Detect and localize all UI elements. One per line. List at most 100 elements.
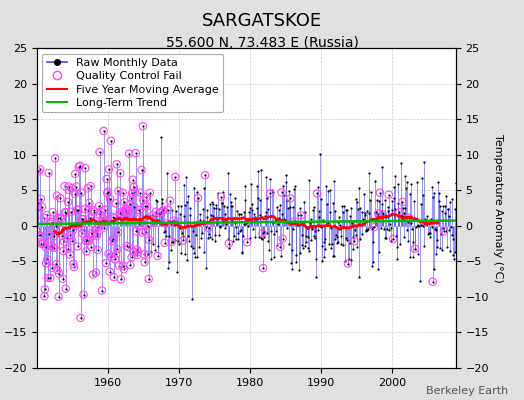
Point bbox=[405, 214, 413, 221]
Point bbox=[83, 185, 92, 192]
Point bbox=[91, 218, 99, 224]
Point bbox=[429, 278, 437, 285]
Point bbox=[173, 218, 181, 224]
Point bbox=[36, 166, 45, 172]
Point bbox=[141, 228, 150, 235]
Point bbox=[340, 218, 348, 224]
Point bbox=[431, 226, 439, 233]
Point bbox=[237, 249, 246, 256]
Point bbox=[53, 267, 62, 273]
Point bbox=[369, 259, 378, 265]
Point bbox=[90, 208, 99, 215]
Point bbox=[147, 217, 156, 223]
Point bbox=[256, 212, 265, 219]
Point bbox=[41, 244, 50, 250]
Point bbox=[93, 230, 101, 236]
Point bbox=[286, 195, 294, 202]
Point bbox=[87, 244, 95, 250]
Point bbox=[222, 216, 231, 222]
Point bbox=[39, 240, 47, 247]
Point bbox=[261, 209, 270, 215]
Point bbox=[33, 229, 41, 235]
Point bbox=[106, 196, 114, 202]
Point bbox=[376, 190, 384, 196]
Point bbox=[194, 195, 202, 201]
Point bbox=[327, 225, 335, 232]
Point bbox=[112, 251, 121, 257]
Point bbox=[105, 268, 114, 275]
Point bbox=[73, 243, 82, 250]
Point bbox=[50, 233, 58, 240]
Point bbox=[246, 181, 255, 188]
Point bbox=[215, 206, 223, 212]
Point bbox=[65, 187, 73, 193]
Point bbox=[96, 208, 105, 214]
Point bbox=[293, 221, 301, 228]
Point bbox=[139, 123, 147, 130]
Point bbox=[339, 208, 347, 215]
Point bbox=[219, 218, 227, 224]
Point bbox=[143, 203, 151, 210]
Point bbox=[446, 199, 455, 205]
Point bbox=[225, 240, 233, 247]
Point bbox=[351, 227, 359, 234]
Point bbox=[94, 224, 103, 230]
Point bbox=[307, 216, 315, 223]
Point bbox=[277, 253, 285, 260]
Point bbox=[385, 227, 394, 233]
Point bbox=[76, 162, 84, 169]
Point bbox=[380, 234, 389, 241]
Point bbox=[171, 237, 179, 244]
Point bbox=[304, 234, 312, 240]
Point bbox=[292, 259, 301, 265]
Point bbox=[426, 234, 434, 240]
Point bbox=[385, 192, 393, 198]
Point bbox=[50, 233, 58, 240]
Point bbox=[93, 230, 101, 236]
Point bbox=[129, 249, 137, 255]
Point bbox=[345, 218, 353, 224]
Point bbox=[221, 225, 229, 232]
Point bbox=[341, 207, 350, 214]
Point bbox=[388, 198, 397, 204]
Point bbox=[374, 210, 383, 217]
Point bbox=[395, 216, 403, 223]
Point bbox=[400, 233, 408, 240]
Point bbox=[49, 244, 58, 251]
Point bbox=[177, 203, 185, 209]
Point bbox=[123, 243, 131, 249]
Point bbox=[452, 180, 460, 186]
Point bbox=[59, 276, 67, 282]
Point bbox=[139, 197, 148, 204]
Point bbox=[332, 234, 341, 240]
Point bbox=[125, 150, 133, 157]
Point bbox=[37, 196, 45, 202]
Point bbox=[424, 230, 433, 236]
Point bbox=[130, 184, 138, 190]
Point bbox=[261, 213, 269, 220]
Point bbox=[433, 236, 441, 243]
Point bbox=[385, 192, 393, 198]
Point bbox=[135, 222, 143, 228]
Point bbox=[264, 206, 272, 212]
Point bbox=[73, 207, 81, 213]
Point bbox=[191, 232, 200, 238]
Point bbox=[257, 235, 266, 241]
Point bbox=[410, 197, 418, 204]
Point bbox=[162, 220, 171, 227]
Point bbox=[95, 203, 103, 209]
Point bbox=[329, 252, 337, 259]
Point bbox=[209, 201, 217, 207]
Point bbox=[37, 240, 46, 247]
Point bbox=[439, 225, 447, 231]
Point bbox=[347, 257, 356, 263]
Point bbox=[49, 209, 57, 216]
Point bbox=[69, 227, 77, 234]
Point bbox=[243, 239, 252, 246]
Point bbox=[175, 240, 183, 247]
Point bbox=[253, 183, 261, 190]
Point bbox=[264, 237, 272, 244]
Point bbox=[164, 207, 172, 213]
Point bbox=[136, 190, 145, 196]
Point bbox=[47, 243, 55, 249]
